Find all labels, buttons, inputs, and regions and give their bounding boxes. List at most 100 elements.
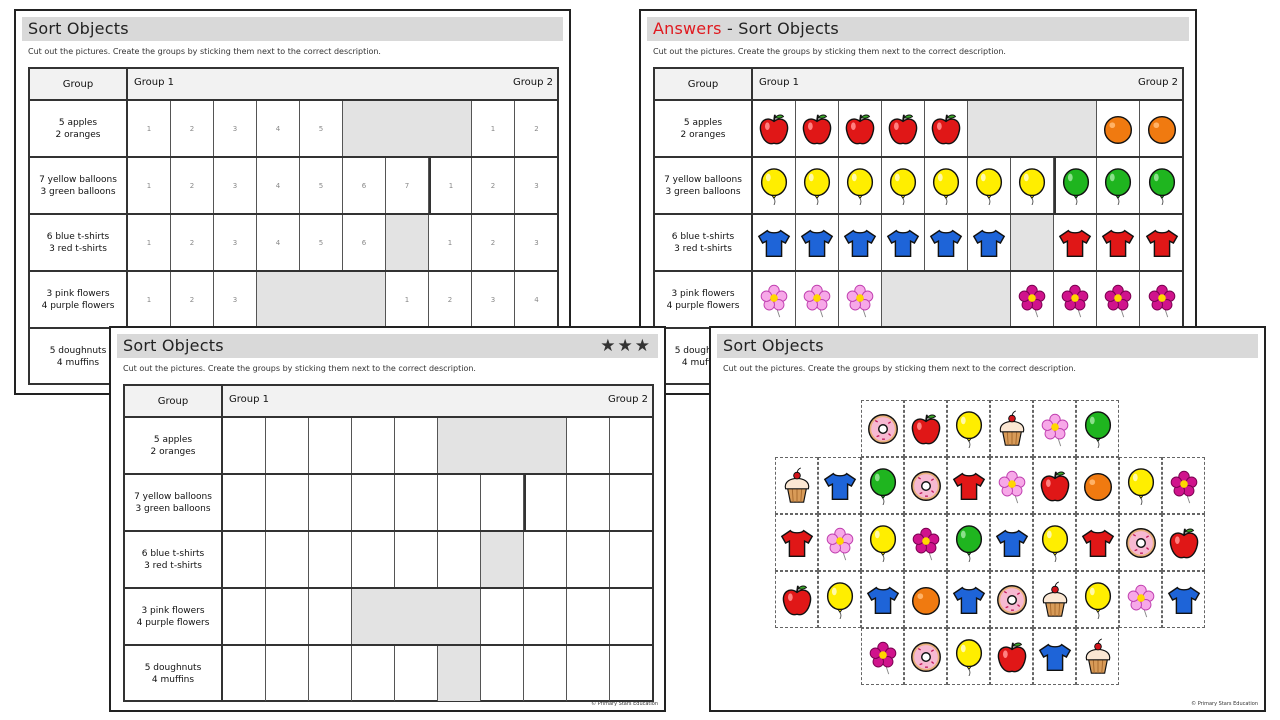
cutout-card[interactable] xyxy=(990,571,1033,628)
group1-cell[interactable] xyxy=(1011,158,1054,213)
group2-cell[interactable] xyxy=(1097,101,1140,156)
cutout-card[interactable] xyxy=(1162,457,1205,514)
group1-cell[interactable] xyxy=(352,475,395,530)
group1-cell[interactable] xyxy=(352,646,395,701)
group1-cell[interactable]: 1 xyxy=(128,215,171,270)
cutout-card[interactable] xyxy=(1162,571,1205,628)
group1-cell[interactable] xyxy=(925,101,968,156)
cutout-card[interactable] xyxy=(990,457,1033,514)
group1-cell[interactable] xyxy=(796,272,839,327)
group1-cell[interactable] xyxy=(968,158,1011,213)
group1-cell[interactable] xyxy=(796,215,839,270)
group1-cell[interactable] xyxy=(839,215,882,270)
group2-cell[interactable]: 4 xyxy=(534,295,539,304)
cutout-card[interactable] xyxy=(947,457,990,514)
group2-cell[interactable] xyxy=(524,475,567,530)
cutout-card[interactable] xyxy=(947,400,990,457)
group1-cell[interactable]: 3 xyxy=(214,272,257,327)
cutout-card[interactable] xyxy=(861,571,904,628)
group2-cell[interactable] xyxy=(1054,272,1097,327)
group1-cell[interactable]: 5 xyxy=(300,158,343,213)
cutout-card[interactable] xyxy=(1033,457,1076,514)
group1-cell[interactable]: 3 xyxy=(214,101,257,156)
group1-cell[interactable] xyxy=(309,475,352,530)
group2-cell[interactable]: 3 xyxy=(534,181,539,190)
group1-cell[interactable] xyxy=(223,532,266,587)
group1-cell[interactable] xyxy=(882,101,925,156)
group1-cell[interactable]: 2 xyxy=(171,158,214,213)
cutout-card[interactable] xyxy=(818,571,861,628)
group1-cell[interactable] xyxy=(352,418,395,473)
group1-cell[interactable] xyxy=(266,532,309,587)
group1-cell[interactable] xyxy=(395,646,438,701)
cutout-card[interactable] xyxy=(861,514,904,571)
cutout-card[interactable] xyxy=(861,457,904,514)
group1-cell[interactable] xyxy=(309,589,352,644)
group2-cell[interactable] xyxy=(1097,215,1140,270)
group2-cell[interactable] xyxy=(1140,272,1183,327)
group2-cell[interactable] xyxy=(1054,215,1097,270)
group1-cell[interactable] xyxy=(223,418,266,473)
cutout-card[interactable] xyxy=(818,457,861,514)
group2-cell[interactable] xyxy=(610,475,653,530)
group1-cell[interactable] xyxy=(266,646,309,701)
cutout-card[interactable] xyxy=(904,400,947,457)
group2-cell[interactable]: 1 xyxy=(386,272,429,327)
group1-cell[interactable] xyxy=(882,215,925,270)
group1-cell[interactable]: 1 xyxy=(128,272,171,327)
group1-cell[interactable]: 2 xyxy=(171,101,214,156)
group1-cell[interactable]: 6 xyxy=(343,158,386,213)
group1-cell[interactable]: 2 xyxy=(171,272,214,327)
group2-cell[interactable] xyxy=(1097,158,1140,213)
group2-cell[interactable] xyxy=(524,646,567,701)
group1-cell[interactable] xyxy=(438,475,481,530)
group2-cell[interactable]: 1 xyxy=(429,215,472,270)
cutout-card[interactable] xyxy=(990,400,1033,457)
group1-cell[interactable] xyxy=(395,532,438,587)
group1-cell[interactable] xyxy=(395,475,438,530)
group1-cell[interactable] xyxy=(796,158,839,213)
group1-cell[interactable] xyxy=(438,532,481,587)
group1-cell[interactable]: 1 xyxy=(128,158,171,213)
group1-cell[interactable]: 2 xyxy=(171,215,214,270)
group1-cell[interactable] xyxy=(753,158,796,213)
group2-cell[interactable] xyxy=(1011,272,1054,327)
cutout-card[interactable] xyxy=(947,628,990,685)
group2-cell[interactable]: 3 xyxy=(534,238,539,247)
cutout-card[interactable] xyxy=(775,457,818,514)
group2-cell[interactable] xyxy=(610,589,653,644)
group1-cell[interactable] xyxy=(223,589,266,644)
group1-cell[interactable] xyxy=(266,418,309,473)
group1-cell[interactable] xyxy=(882,158,925,213)
group2-cell[interactable] xyxy=(567,646,610,701)
cutout-card[interactable] xyxy=(1033,514,1076,571)
group2-cell[interactable] xyxy=(567,532,610,587)
cutout-card[interactable] xyxy=(904,514,947,571)
cutout-card[interactable] xyxy=(1119,457,1162,514)
group1-cell[interactable]: 5 xyxy=(300,101,343,156)
group1-cell[interactable] xyxy=(839,272,882,327)
group1-cell[interactable]: 7 xyxy=(386,158,429,213)
cutout-card[interactable] xyxy=(947,514,990,571)
cutout-card[interactable] xyxy=(1033,628,1076,685)
group2-cell[interactable] xyxy=(1140,101,1183,156)
group2-cell[interactable] xyxy=(610,646,653,701)
group2-cell[interactable]: 2 xyxy=(472,158,515,213)
cutout-card[interactable] xyxy=(904,571,947,628)
group2-cell[interactable] xyxy=(610,418,653,473)
cutout-card[interactable] xyxy=(1076,400,1119,457)
group1-cell[interactable] xyxy=(839,101,882,156)
group2-cell[interactable]: 2 xyxy=(429,272,472,327)
group2-cell[interactable]: 3 xyxy=(472,272,515,327)
group2-cell[interactable] xyxy=(567,475,610,530)
group2-cell[interactable] xyxy=(1097,272,1140,327)
cutout-card[interactable] xyxy=(904,457,947,514)
group1-cell[interactable] xyxy=(309,418,352,473)
cutout-card[interactable] xyxy=(861,628,904,685)
cutout-card[interactable] xyxy=(1119,571,1162,628)
cutout-card[interactable] xyxy=(990,628,1033,685)
group2-cell[interactable] xyxy=(524,532,567,587)
cutout-card[interactable] xyxy=(775,571,818,628)
group1-cell[interactable] xyxy=(223,475,266,530)
group1-cell[interactable] xyxy=(309,646,352,701)
